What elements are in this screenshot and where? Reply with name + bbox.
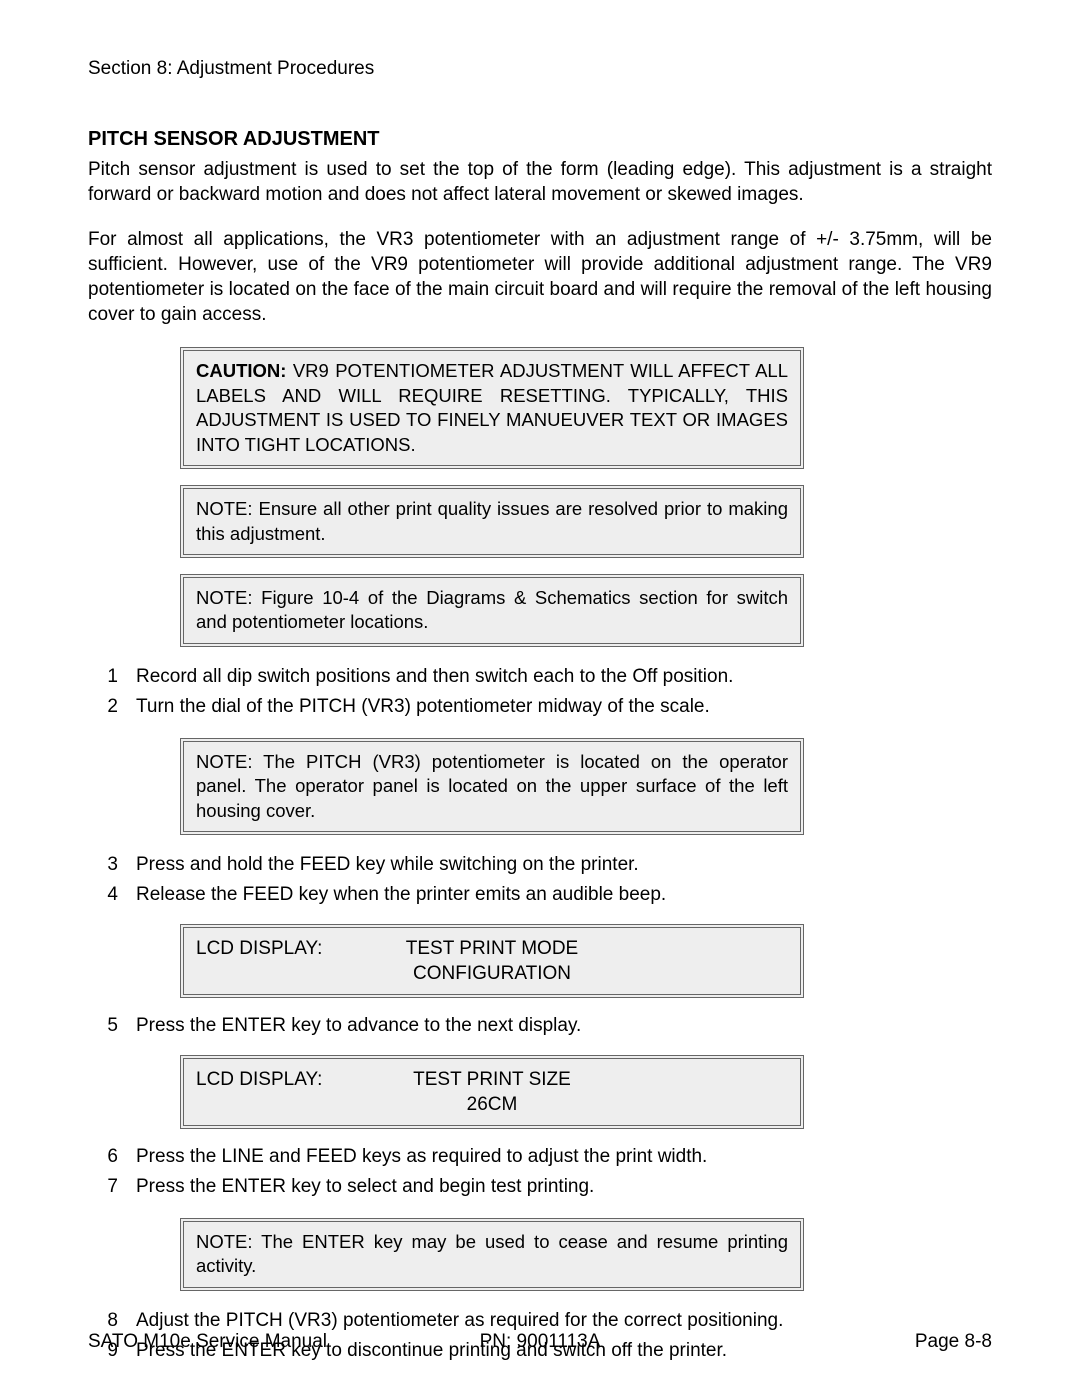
step-number: 6 bbox=[88, 1143, 118, 1172]
note-box-4: NOTE: The ENTER key may be used to cease… bbox=[180, 1218, 804, 1291]
page-footer: PN: 9001113A SATO M10e Service Manual Pa… bbox=[88, 1331, 992, 1353]
step-text: Record all dip switch positions and then… bbox=[136, 663, 992, 692]
lcd-line-1: TEST PRINT SIZE bbox=[346, 1067, 638, 1092]
lcd-display-2: LCD DISPLAY: TEST PRINT SIZE 26CM bbox=[180, 1055, 804, 1129]
lcd-label: LCD DISPLAY: bbox=[196, 1067, 346, 1117]
list-item: 4 Release the FEED key when the printer … bbox=[88, 881, 992, 910]
list-item: 2 Turn the dial of the PITCH (VR3) poten… bbox=[88, 693, 992, 722]
step-text: Press and hold the FEED key while switch… bbox=[136, 851, 992, 880]
lcd-line-2: CONFIGURATION bbox=[346, 961, 638, 986]
list-item: 1 Record all dip switch positions and th… bbox=[88, 663, 992, 692]
step-text: Release the FEED key when the printer em… bbox=[136, 881, 992, 910]
step-number: 4 bbox=[88, 881, 118, 910]
steps-list-c: 5 Press the ENTER key to advance to the … bbox=[88, 1012, 992, 1041]
note-box-3: NOTE: The PITCH (VR3) potentiometer is l… bbox=[180, 738, 804, 835]
note-box-2: NOTE: Figure 10-4 of the Diagrams & Sche… bbox=[180, 574, 804, 647]
lcd-line-2: 26CM bbox=[346, 1092, 638, 1117]
list-item: 6 Press the LINE and FEED keys as requir… bbox=[88, 1143, 992, 1172]
step-text: Press the ENTER key to select and begin … bbox=[136, 1173, 992, 1202]
list-item: 7 Press the ENTER key to select and begi… bbox=[88, 1173, 992, 1202]
footer-right: Page 8-8 bbox=[915, 1331, 992, 1353]
list-item: 3 Press and hold the FEED key while swit… bbox=[88, 851, 992, 880]
intro-paragraph-1: Pitch sensor adjustment is used to set t… bbox=[88, 157, 992, 207]
steps-list-b: 3 Press and hold the FEED key while swit… bbox=[88, 851, 992, 910]
list-item: 5 Press the ENTER key to advance to the … bbox=[88, 1012, 992, 1041]
caution-box: CAUTION: VR9 POTENTIOMETER ADJUSTMENT WI… bbox=[180, 347, 804, 469]
footer-left: SATO M10e Service Manual bbox=[88, 1331, 327, 1353]
page-title: PITCH SENSOR ADJUSTMENT bbox=[88, 128, 992, 151]
step-number: 3 bbox=[88, 851, 118, 880]
lcd-content: TEST PRINT MODE CONFIGURATION bbox=[346, 936, 788, 986]
step-text: Press the ENTER key to advance to the ne… bbox=[136, 1012, 992, 1041]
lcd-display-1: LCD DISPLAY: TEST PRINT MODE CONFIGURATI… bbox=[180, 924, 804, 998]
section-header: Section 8: Adjustment Procedures bbox=[88, 58, 992, 80]
steps-list-d: 6 Press the LINE and FEED keys as requir… bbox=[88, 1143, 992, 1202]
intro-paragraph-2: For almost all applications, the VR3 pot… bbox=[88, 227, 992, 327]
step-text: Turn the dial of the PITCH (VR3) potenti… bbox=[136, 693, 992, 722]
steps-list-a: 1 Record all dip switch positions and th… bbox=[88, 663, 992, 722]
step-number: 7 bbox=[88, 1173, 118, 1202]
step-number: 5 bbox=[88, 1012, 118, 1041]
step-text: Press the LINE and FEED keys as required… bbox=[136, 1143, 992, 1172]
step-number: 1 bbox=[88, 663, 118, 692]
lcd-label: LCD DISPLAY: bbox=[196, 936, 346, 986]
lcd-line-1: TEST PRINT MODE bbox=[346, 936, 638, 961]
lcd-content: TEST PRINT SIZE 26CM bbox=[346, 1067, 788, 1117]
note-box-1: NOTE: Ensure all other print quality iss… bbox=[180, 485, 804, 558]
step-number: 2 bbox=[88, 693, 118, 722]
caution-label: CAUTION: bbox=[196, 360, 286, 381]
